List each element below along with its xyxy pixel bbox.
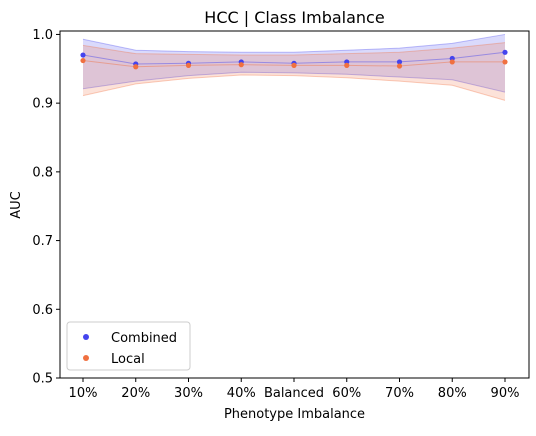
band-upper-combined — [82, 33, 506, 53]
x-tick-label: 90% — [491, 386, 520, 401]
band-lower-combined — [82, 71, 506, 93]
x-tick-label: 40% — [227, 386, 256, 401]
x-axis-label: Phenotype Imbalance — [224, 407, 365, 422]
y-tick-label: 0.9 — [32, 97, 53, 112]
chart-title: HCC | Class Imbalance — [204, 8, 384, 27]
band-lower-local — [82, 74, 506, 101]
point-local — [133, 64, 139, 70]
y-axis-ticks: 0.5 0.6 0.7 0.8 0.9 1.0 — [32, 28, 60, 387]
x-tick-label: 30% — [174, 386, 203, 401]
point-local — [502, 59, 508, 65]
point-local — [396, 63, 403, 69]
y-tick-label: 0.6 — [32, 303, 53, 318]
band-upper-local — [82, 42, 506, 56]
x-axis-ticks: 10% 20% 30% 40% Balanced 60% 70% 80% 90% — [69, 378, 520, 401]
data-points — [80, 49, 508, 70]
point-local — [291, 62, 297, 68]
x-tick-label: 70% — [385, 386, 414, 401]
x-tick-label: Balanced — [264, 386, 324, 401]
legend-label-combined: Combined — [111, 331, 177, 346]
y-tick-label: 0.5 — [32, 372, 53, 387]
legend: Combined Local — [66, 321, 191, 371]
point-local — [185, 62, 192, 68]
x-tick-label: 60% — [332, 386, 361, 401]
legend-marker-local — [83, 355, 89, 361]
x-tick-label: 80% — [438, 386, 467, 401]
point-combined — [80, 52, 86, 58]
y-tick-label: 0.7 — [32, 234, 53, 249]
band-local — [83, 42, 505, 101]
point-combined — [396, 59, 403, 65]
y-tick-label: 1.0 — [32, 28, 53, 43]
point-local — [344, 62, 350, 68]
x-tick-label: 20% — [121, 386, 150, 401]
legend-marker-combined — [83, 334, 89, 340]
point-local — [80, 57, 86, 64]
x-tick-label: 10% — [69, 386, 98, 401]
point-combined — [502, 49, 508, 55]
legend-label-local: Local — [111, 352, 145, 367]
point-local — [449, 59, 455, 65]
legend-frame — [66, 321, 191, 371]
point-local — [238, 62, 244, 68]
y-axis-label: AUC — [9, 191, 24, 219]
y-tick-label: 0.8 — [32, 165, 53, 180]
